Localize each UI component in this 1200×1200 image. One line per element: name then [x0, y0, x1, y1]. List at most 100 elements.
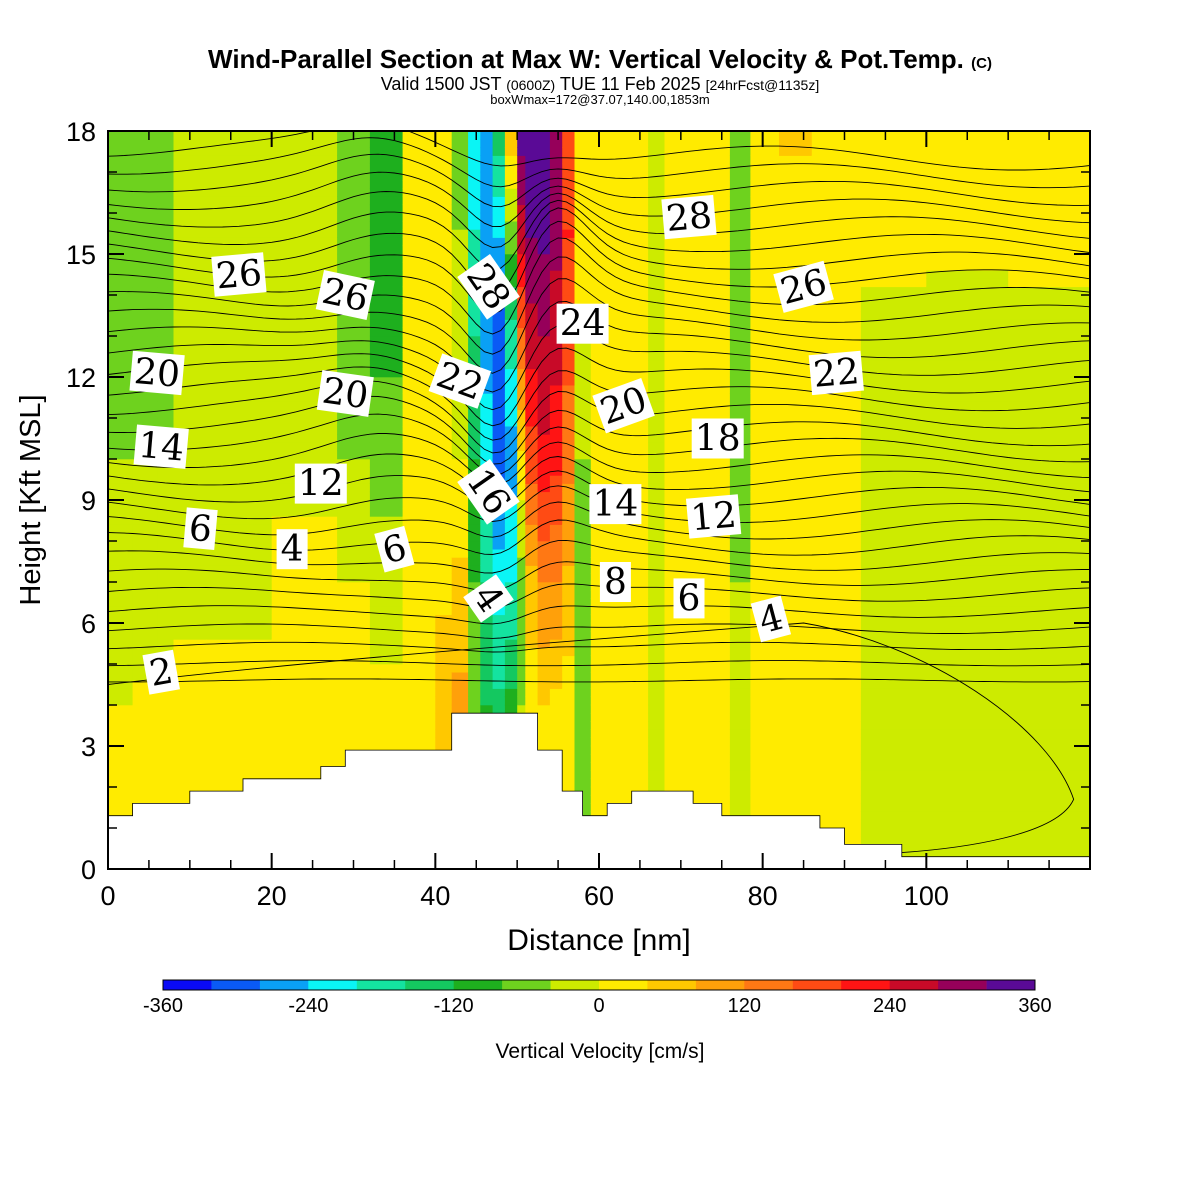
- field-cell: [525, 294, 539, 304]
- field-cell: [590, 270, 616, 279]
- field-cell: [615, 778, 649, 788]
- field-cell: [468, 352, 481, 361]
- field-cell: [132, 721, 158, 730]
- field-cell: [517, 655, 526, 665]
- field-cell: [779, 253, 813, 263]
- field-cell: [271, 598, 338, 607]
- field-cell: [369, 655, 404, 665]
- field-cell: [206, 179, 273, 189]
- field-cell: [729, 393, 751, 402]
- field-cell: [504, 368, 518, 378]
- field-cell: [664, 557, 731, 566]
- field-cell: [492, 450, 506, 460]
- field-cell: [480, 540, 494, 550]
- field-cell: [1008, 712, 1090, 722]
- field-cell: [562, 458, 576, 468]
- field-cell: [157, 417, 175, 427]
- field-cell: [860, 163, 927, 173]
- field-cell: [525, 671, 539, 681]
- field-cell: [537, 302, 551, 312]
- field-cell: [402, 147, 436, 156]
- field-cell: [108, 622, 134, 632]
- field-cell: [480, 425, 494, 435]
- field-cell: [860, 794, 927, 804]
- field-cell: [402, 712, 436, 722]
- field-cell: [664, 245, 731, 255]
- field-cell: [648, 762, 666, 771]
- chart-box-info: boxWmax=172@37.07,140.00,1853m: [490, 92, 710, 107]
- contour-label-text: 14: [137, 425, 186, 470]
- field-cell: [435, 573, 453, 583]
- field-cell: [480, 434, 494, 443]
- field-cell: [811, 327, 862, 337]
- field-cell: [157, 335, 175, 345]
- field-cell: [173, 639, 207, 648]
- field-cell: [574, 483, 592, 493]
- colorbar-frame: [162, 979, 1036, 991]
- field-cell: [525, 630, 539, 640]
- field-cell: [337, 360, 371, 370]
- field-cell: [504, 598, 518, 607]
- field-cell: [132, 696, 158, 706]
- field-cell: [402, 171, 436, 181]
- field-cell: [1008, 614, 1090, 624]
- field-cell: [206, 352, 273, 361]
- field-cell: [860, 770, 927, 780]
- field-cell: [537, 458, 551, 468]
- field-cell: [562, 499, 576, 509]
- field-cell: [750, 712, 780, 722]
- field-cell: [1008, 647, 1090, 657]
- field-cell: [750, 794, 780, 804]
- field-cell: [271, 360, 338, 370]
- colorbar-tick-label: 0: [593, 995, 604, 1017]
- field-cell: [779, 196, 813, 206]
- field-cell: [860, 155, 927, 165]
- field-cell: [615, 434, 649, 443]
- field-cell: [525, 688, 539, 698]
- field-cell: [860, 696, 927, 706]
- field-cell: [811, 450, 862, 460]
- field-cell: [537, 401, 551, 411]
- field-cell: [1008, 155, 1090, 165]
- colorbar-swatch: [550, 980, 600, 990]
- field-cell: [574, 778, 592, 788]
- contour-label: 6: [673, 578, 705, 619]
- field-cell: [729, 466, 751, 476]
- field-cell: [451, 573, 469, 583]
- contour-label: 18: [691, 418, 744, 460]
- field-cell: [337, 507, 371, 517]
- field-cell: [590, 138, 616, 148]
- field-cell: [517, 360, 526, 370]
- field-cell: [157, 311, 175, 320]
- field-cell: [750, 491, 780, 501]
- field-cell: [108, 729, 134, 739]
- field-cell: [517, 319, 526, 329]
- field-cell: [157, 762, 175, 771]
- field-cell: [811, 204, 862, 214]
- field-cell: [549, 393, 563, 402]
- field-cell: [525, 655, 539, 665]
- field-cell: [492, 212, 506, 222]
- field-cell: [271, 155, 338, 165]
- field-cell: [729, 688, 751, 698]
- field-cell: [1008, 507, 1090, 517]
- field-cell: [517, 343, 526, 353]
- field-cell: [615, 721, 649, 730]
- field-cell: [504, 261, 518, 271]
- field-cell: [590, 245, 616, 255]
- field-cell: [132, 614, 158, 624]
- field-cell: [590, 163, 616, 173]
- field-cell: [664, 311, 731, 320]
- field-cell: [173, 138, 207, 148]
- field-cell: [860, 565, 927, 575]
- field-cell: [206, 409, 273, 419]
- field-cell: [860, 171, 927, 181]
- field-cell: [537, 163, 551, 173]
- field-cell: [537, 680, 551, 689]
- field-cell: [615, 745, 649, 755]
- colorbar-swatch: [695, 980, 745, 990]
- field-cell: [173, 581, 207, 591]
- field-cell: [590, 671, 616, 681]
- field-cell: [451, 434, 469, 443]
